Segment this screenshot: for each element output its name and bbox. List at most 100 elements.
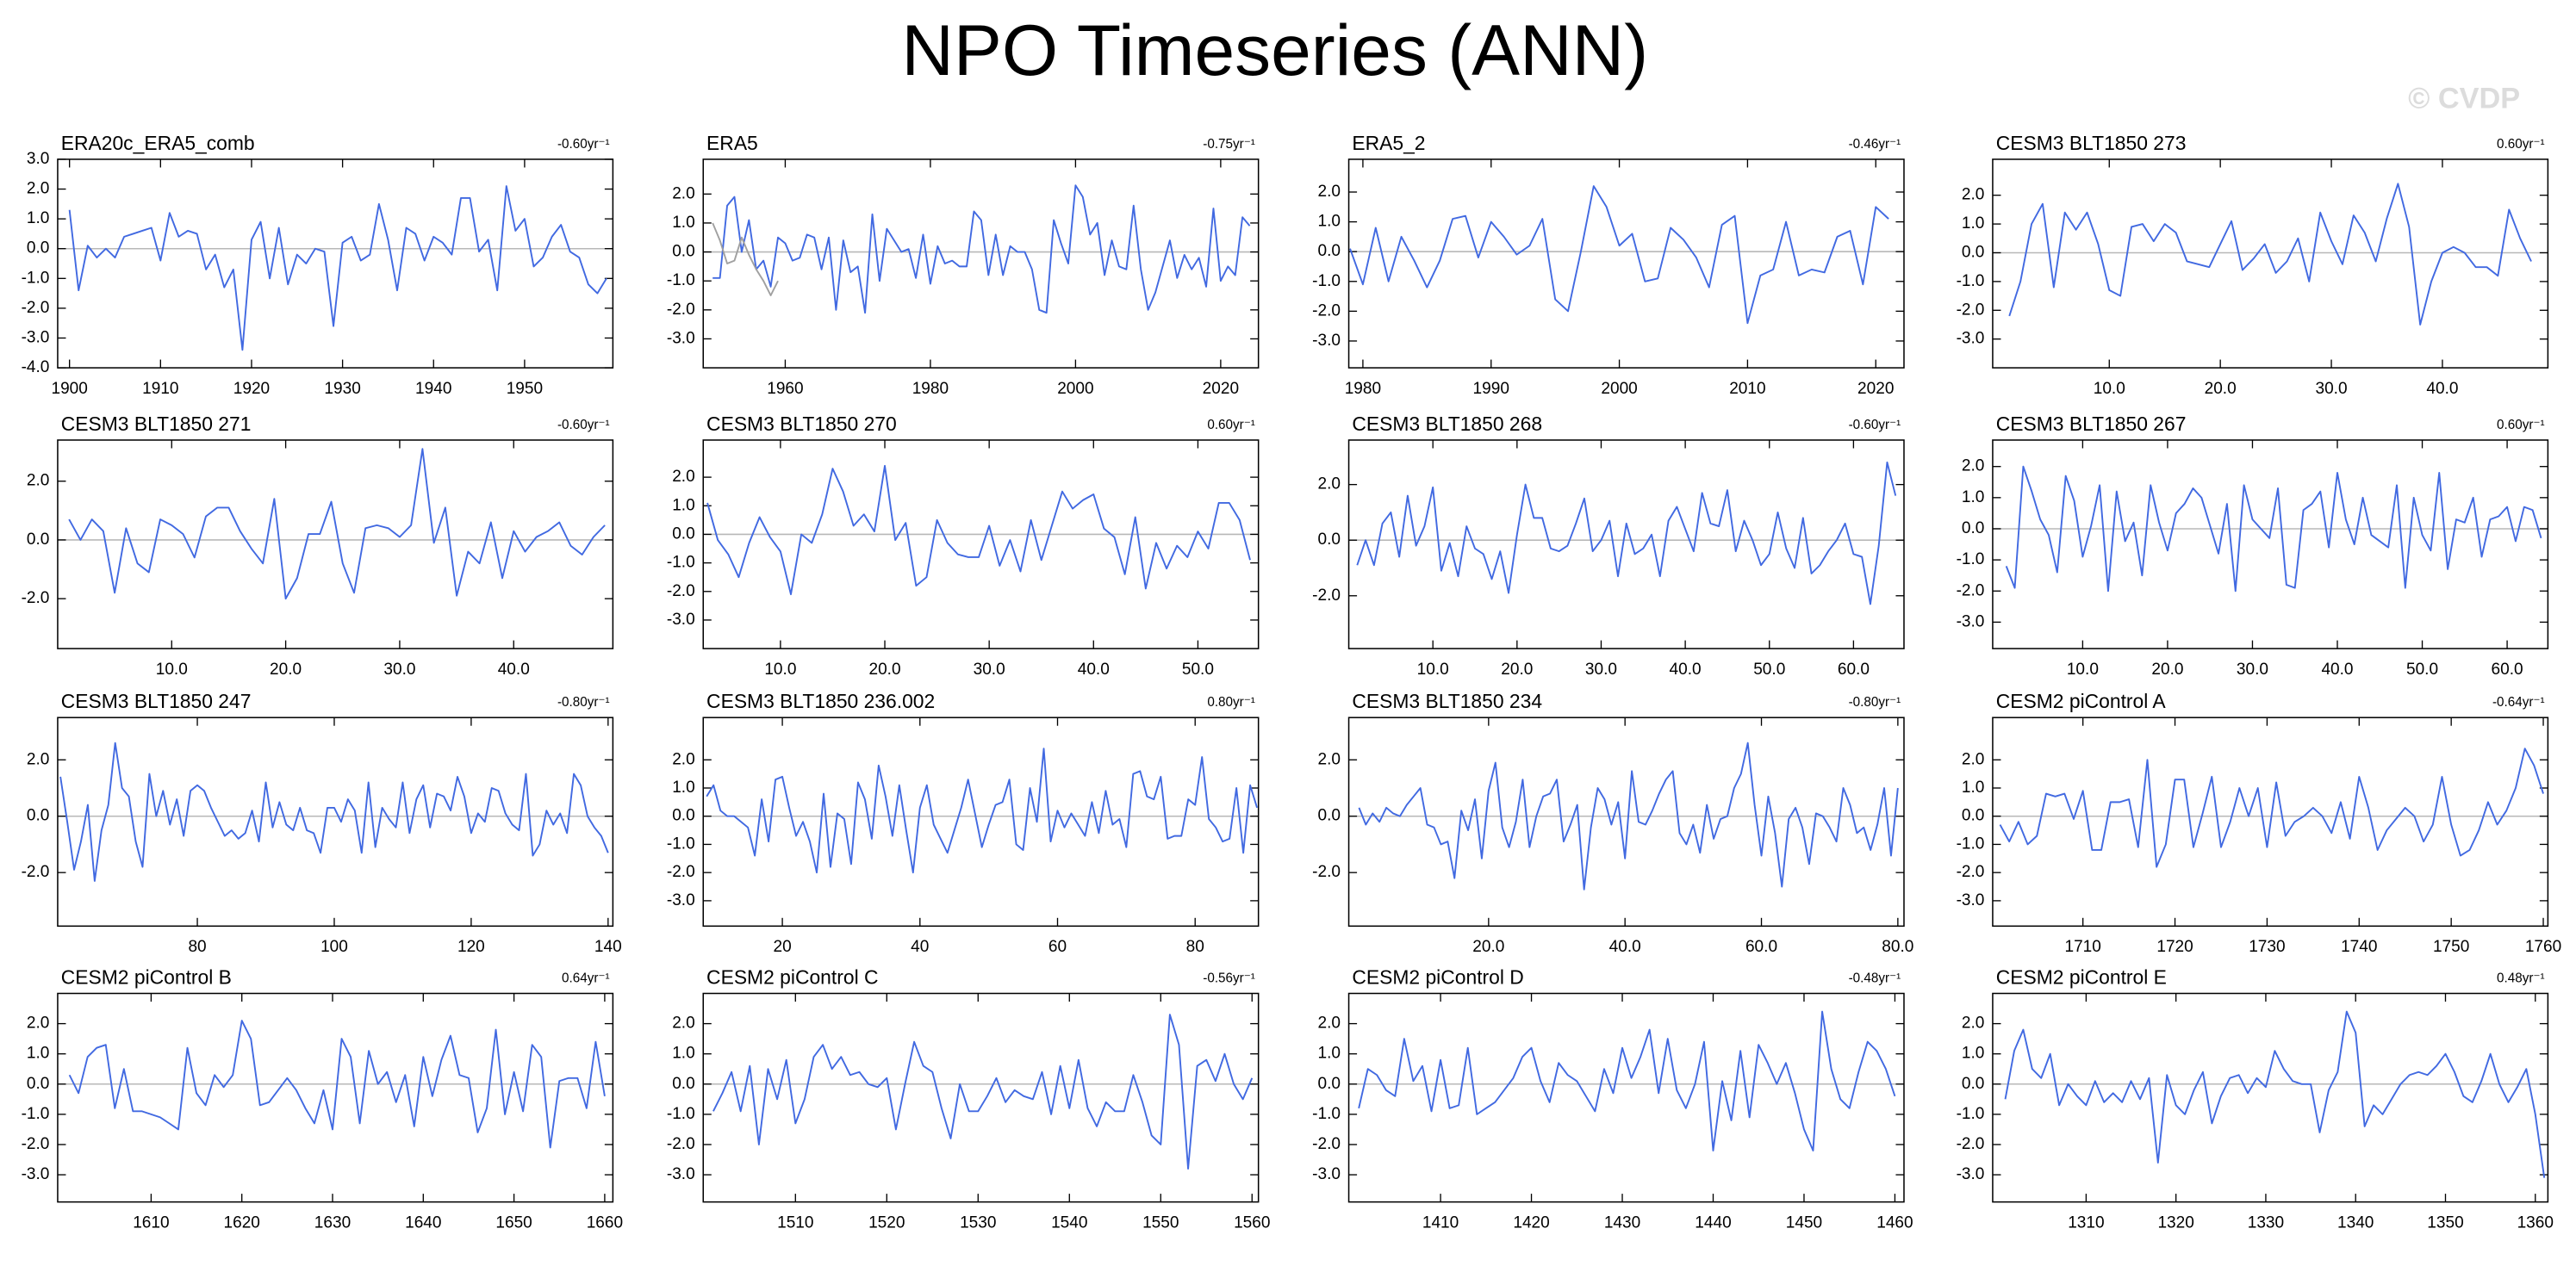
y-tick-label: -3.0 xyxy=(1957,612,1985,630)
y-tick-label: 0.0 xyxy=(672,807,694,825)
x-tick-label: 10.0 xyxy=(764,661,796,679)
x-tick-label: 20.0 xyxy=(868,661,900,679)
panel-title: ERA5_2 xyxy=(1352,132,1425,154)
x-tick-label: 1440 xyxy=(1695,1213,1731,1232)
y-tick-label: 1.0 xyxy=(27,1045,49,1063)
x-tick-label: 50.0 xyxy=(2406,661,2438,679)
data-line xyxy=(2008,183,2532,326)
x-tick-label: 20.0 xyxy=(1472,938,1504,956)
y-tick-label: 2.0 xyxy=(1962,1015,1984,1033)
x-tick-label: 2010 xyxy=(1729,380,1765,398)
y-tick-label: 0.0 xyxy=(27,807,49,825)
y-tick-label: 2.0 xyxy=(27,472,49,490)
trend-label: -0.60yr⁻¹ xyxy=(557,418,610,432)
panel-title: CESM2 piControl A xyxy=(1996,690,2167,712)
y-tick-label: 0.0 xyxy=(1962,807,1984,825)
panel-title: ERA5 xyxy=(706,132,758,154)
panel-title: CESM2 piControl D xyxy=(1352,965,1523,988)
x-tick-label: 60.0 xyxy=(1838,661,1870,679)
x-tick-label: 1450 xyxy=(1786,1213,1822,1232)
y-tick-label: -2.0 xyxy=(1957,301,1985,319)
x-tick-label: 1990 xyxy=(1473,380,1509,398)
plot-frame xyxy=(1347,717,1905,928)
trend-label: -0.56yr⁻¹ xyxy=(1203,971,1255,985)
y-tick-label: 0.0 xyxy=(1318,807,1341,825)
y-tick-label: -1.0 xyxy=(1957,1105,1985,1123)
y-tick-label: -1.0 xyxy=(667,271,695,289)
y-tick-label: -2.0 xyxy=(1312,863,1341,881)
x-tick-label: 2000 xyxy=(1057,380,1093,398)
watermark: © CVDP xyxy=(2408,82,2520,115)
x-tick-label: 20 xyxy=(773,938,791,956)
x-tick-label: 30.0 xyxy=(2316,380,2348,398)
y-tick-label: 0.0 xyxy=(1318,242,1341,260)
x-tick-label: 40.0 xyxy=(1609,938,1641,956)
y-tick-label: 0.0 xyxy=(27,531,49,549)
y-tick-label: -3.0 xyxy=(667,611,695,629)
panel-title: CESM3 BLT1850 236.002 xyxy=(706,690,935,712)
y-tick-label: -2.0 xyxy=(667,301,695,319)
panel-title: CESM3 BLT1850 273 xyxy=(1996,132,2187,154)
x-tick-label: 1340 xyxy=(2337,1213,2374,1232)
data-line xyxy=(712,222,779,296)
x-tick-label: 1520 xyxy=(868,1213,905,1232)
x-tick-label: 40.0 xyxy=(498,661,530,679)
y-tick-label: -1.0 xyxy=(1312,1105,1341,1123)
x-tick-label: 1750 xyxy=(2433,938,2469,956)
y-tick-label: 1.0 xyxy=(27,209,49,227)
y-tick-label: -2.0 xyxy=(667,863,695,881)
x-tick-label: 1310 xyxy=(2068,1213,2104,1232)
x-tick-label: 1510 xyxy=(777,1213,813,1232)
y-tick-label: -3.0 xyxy=(22,329,50,347)
y-tick-label: -3.0 xyxy=(1957,891,1985,909)
x-tick-label: 1430 xyxy=(1604,1213,1640,1232)
plot-frame xyxy=(57,717,614,928)
y-tick-label: -1.0 xyxy=(1957,835,1985,853)
y-tick-label: 0.0 xyxy=(672,243,694,261)
trend-label: 0.60yr⁻¹ xyxy=(2497,137,2545,152)
y-tick-label: -2.0 xyxy=(22,299,50,317)
x-tick-label: 2020 xyxy=(1203,380,1239,398)
trend-label: -0.80yr⁻¹ xyxy=(1849,695,1901,710)
y-tick-label: -1.0 xyxy=(667,554,695,572)
trend-label: -0.46yr⁻¹ xyxy=(1849,137,1901,152)
y-tick-label: 1.0 xyxy=(1962,488,1984,506)
x-tick-label: 2000 xyxy=(1601,380,1637,398)
x-tick-label: 120 xyxy=(457,938,485,956)
data-line xyxy=(68,185,607,351)
plot-frame xyxy=(1992,439,2549,649)
y-tick-label: 0.0 xyxy=(27,239,49,258)
x-tick-label: 1960 xyxy=(767,380,803,398)
y-tick-label: 1.0 xyxy=(1962,1045,1984,1063)
x-tick-label: 30.0 xyxy=(383,661,415,679)
y-tick-label: -1.0 xyxy=(667,1105,695,1123)
y-tick-label: 0.0 xyxy=(1318,531,1341,549)
plot-frame xyxy=(1347,158,1905,369)
data-line xyxy=(1356,461,1897,605)
y-tick-label: 1.0 xyxy=(672,1045,694,1063)
data-line xyxy=(1358,1010,1896,1151)
plot-frame xyxy=(57,158,614,369)
x-tick-label: 80 xyxy=(1186,938,1204,956)
y-tick-label: -2.0 xyxy=(1957,581,1985,599)
x-tick-label: 60.0 xyxy=(2492,661,2523,679)
data-line xyxy=(712,184,1251,314)
panel-title: CESM2 piControl C xyxy=(706,965,878,988)
x-tick-label: 1660 xyxy=(587,1213,623,1232)
y-tick-label: 1.0 xyxy=(1318,213,1341,231)
y-tick-label: -2.0 xyxy=(667,1135,695,1153)
trend-label: 0.64yr⁻¹ xyxy=(562,971,610,985)
x-tick-label: 1540 xyxy=(1051,1213,1087,1232)
y-tick-label: -3.0 xyxy=(667,1165,695,1183)
x-tick-label: 1740 xyxy=(2341,938,2377,956)
y-tick-label: 0.0 xyxy=(1962,519,1984,537)
y-tick-label: 2.0 xyxy=(1318,475,1341,493)
x-tick-label: 140 xyxy=(594,938,622,956)
y-tick-label: -2.0 xyxy=(1957,1135,1985,1153)
y-tick-label: -2.0 xyxy=(1957,863,1985,881)
x-tick-label: 1950 xyxy=(507,380,543,398)
x-tick-label: 80.0 xyxy=(1882,938,1913,956)
y-tick-label: -3.0 xyxy=(667,891,695,909)
data-line xyxy=(59,742,609,882)
